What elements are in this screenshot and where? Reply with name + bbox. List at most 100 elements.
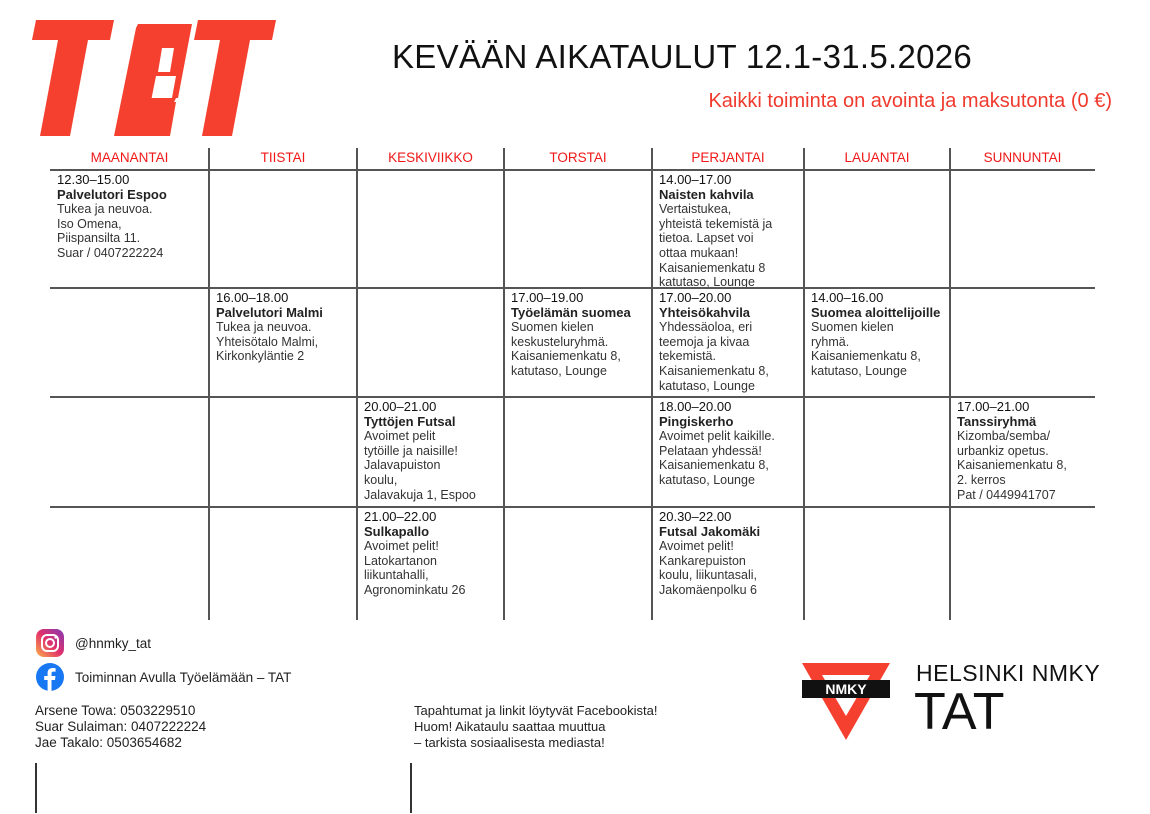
note: Huom! Aikataulu saattaa muuttua	[414, 719, 606, 734]
event-title: Palvelutori Espoo	[57, 186, 167, 202]
event-time: 17.00–20.00	[659, 290, 732, 305]
event-title: Pingiskerho	[659, 413, 734, 429]
event-detail: urbankiz opetus.	[957, 443, 1049, 458]
nmky-badge-text: NMKY	[825, 681, 867, 697]
column-divider	[949, 148, 951, 620]
event-detail: 2. kerros	[957, 472, 1006, 487]
event-detail: tytöille ja naisille!	[364, 443, 458, 458]
event-detail: Avoimet pelit kaikille.	[659, 429, 775, 444]
event-title: Naisten kahvila	[659, 186, 754, 202]
event-detail: koulu, liikuntasali,	[659, 568, 757, 583]
nmky-triangle-logo: NMKY	[802, 663, 890, 740]
event-detail: Kaisaniemenkatu 8,	[511, 349, 621, 364]
org-sub: TAT	[914, 683, 1005, 741]
event-detail: Suar / 0407222224	[57, 245, 164, 260]
event-title: Yhteisökahvila	[659, 304, 751, 320]
contact: Jae Takalo: 0503654682	[35, 735, 182, 750]
schedule-event: 16.00–18.00 Palvelutori Malmi Tukea ja neu…	[209, 289, 355, 396]
note: Tapahtumat ja linkit löytyvät Facebookis…	[414, 703, 658, 718]
contact: Suar Sulaiman: 0407222224	[35, 719, 207, 734]
schedule-event: 14.00–17.00 Naisten kahvila Vertaistukea, y…	[652, 171, 802, 287]
event-time: 12.30–15.00	[57, 172, 130, 187]
contact: Arsene Towa: 0503229510	[35, 703, 196, 718]
event-title: Tyttöjen Futsal	[364, 413, 456, 429]
row-divider	[50, 396, 1095, 398]
event-detail: keskusteluryhmä.	[511, 334, 609, 349]
schedule-event: 17.00–21.00 Tanssiryhmä Kizomba/semba/urba…	[950, 398, 1093, 506]
event-detail: yhteistä tekemistä ja	[659, 216, 773, 231]
instagram-icon	[36, 629, 64, 657]
event-detail: Tukea ja neuvoa.	[216, 320, 312, 335]
event-detail: Jalavakuja 1, Espoo	[364, 487, 476, 502]
event-detail: koulu,	[364, 472, 398, 487]
column-divider	[503, 148, 505, 620]
event-detail: katutaso, Lounge	[659, 472, 755, 487]
day-header: SUNNUNTAI	[983, 150, 1062, 165]
event-time: 17.00–19.00	[511, 290, 584, 305]
schedule-event: 17.00–19.00 Työelämän suomea Suomen kielen…	[504, 289, 650, 396]
event-detail: katutaso, Lounge	[811, 363, 907, 378]
event-detail: katutaso, Lounge	[511, 363, 607, 378]
event-detail: Avoimet pelit!	[659, 539, 734, 554]
instagram-handle[interactable]: @hnmky_tat	[75, 636, 151, 651]
event-detail: Jakomäenpolku 6	[659, 582, 757, 597]
event-detail: Pat / 0449941707	[957, 487, 1056, 502]
schedule-event: 20.30–22.00 Futsal Jakomäki Avoimet pelit!…	[652, 508, 802, 619]
row-divider	[50, 506, 1095, 508]
event-time: 18.00–20.00	[659, 399, 732, 414]
subtitle: Kaikki toiminta on avointa ja maksutonta…	[708, 90, 1112, 112]
event-detail: Iso Omena,	[57, 216, 122, 231]
event-time: 20.30–22.00	[659, 509, 732, 524]
day-header: LAUANTAI	[844, 150, 910, 165]
tat-logo	[32, 20, 276, 136]
event-detail: Kaisaniemenkatu 8,	[811, 349, 921, 364]
schedule-event: 18.00–20.00 Pingiskerho Avoimet pelit kaik…	[652, 398, 802, 506]
facebook-icon	[36, 663, 64, 691]
event-time: 17.00–21.00	[957, 399, 1030, 414]
event-detail: Jalavapuiston	[364, 458, 441, 473]
event-title: Työelämän suomea	[511, 304, 631, 320]
event-detail: ryhmä.	[811, 334, 850, 349]
event-detail: Suomen kielen	[511, 320, 594, 335]
event-detail: Kaisaniemenkatu 8,	[659, 363, 769, 378]
event-detail: Yhteisötalo Malmi,	[216, 334, 319, 349]
event-detail: katutaso, Lounge	[659, 275, 755, 287]
event-time: 20.00–21.00	[364, 399, 437, 414]
event-detail: tekemistä.	[659, 349, 716, 364]
row-divider	[50, 169, 1095, 171]
column-divider	[651, 148, 653, 620]
facebook-page[interactable]: Toiminnan Avulla Työelämään – TAT	[75, 670, 292, 685]
event-detail: Tukea ja neuvoa.	[57, 202, 153, 217]
contacts: Arsene Towa: 0503229510 Suar Sulaiman: 0…	[35, 703, 206, 751]
event-title: Sulkapallo	[364, 523, 430, 539]
event-detail: Piispansilta 11.	[57, 231, 141, 246]
event-title: Suomea aloittelijoille	[811, 304, 941, 320]
event-time: 14.00–16.00	[811, 290, 884, 305]
schedule-event: 20.00–21.00 Tyttöjen Futsal Avoimet pelit t…	[357, 398, 502, 506]
event-detail: Kaisaniemenkatu 8,	[659, 458, 769, 473]
event-detail: Vertaistukea,	[659, 202, 732, 217]
event-detail: ottaa mukaan!	[659, 245, 739, 260]
divider	[35, 763, 37, 813]
event-detail: Pelataan yhdessä!	[659, 443, 762, 458]
event-detail: Avoimet pelit	[364, 429, 436, 444]
day-header: MAANANTAI	[90, 150, 169, 165]
org-name: HELSINKI NMKY	[916, 660, 1101, 686]
schedule-event: 17.00–20.00 Yhteisökahvila Yhdessäoloa, er…	[652, 289, 802, 396]
event-detail: Kaisaniemenkatu 8,	[957, 458, 1067, 473]
notes: Tapahtumat ja linkit löytyvät Facebookis…	[414, 703, 658, 751]
event-detail: Kaisaniemenkatu 8	[659, 260, 766, 275]
event-detail: Suomen kielen	[811, 320, 894, 335]
column-divider	[208, 148, 210, 620]
day-header: TORSTAI	[549, 150, 607, 165]
event-detail: katutaso, Lounge	[659, 378, 755, 393]
divider	[410, 763, 412, 813]
event-time: 21.00–22.00	[364, 509, 437, 524]
event-detail: Kizomba/semba/	[957, 429, 1051, 444]
event-detail: liikuntahalli,	[364, 568, 429, 583]
event-detail: Agronominkatu 26	[364, 582, 466, 597]
event-detail: Avoimet pelit!	[364, 539, 439, 554]
event-detail: Kirkonkyläntie 2	[216, 349, 305, 364]
event-detail: Kankarepuiston	[659, 553, 746, 568]
row-divider	[50, 287, 1095, 289]
